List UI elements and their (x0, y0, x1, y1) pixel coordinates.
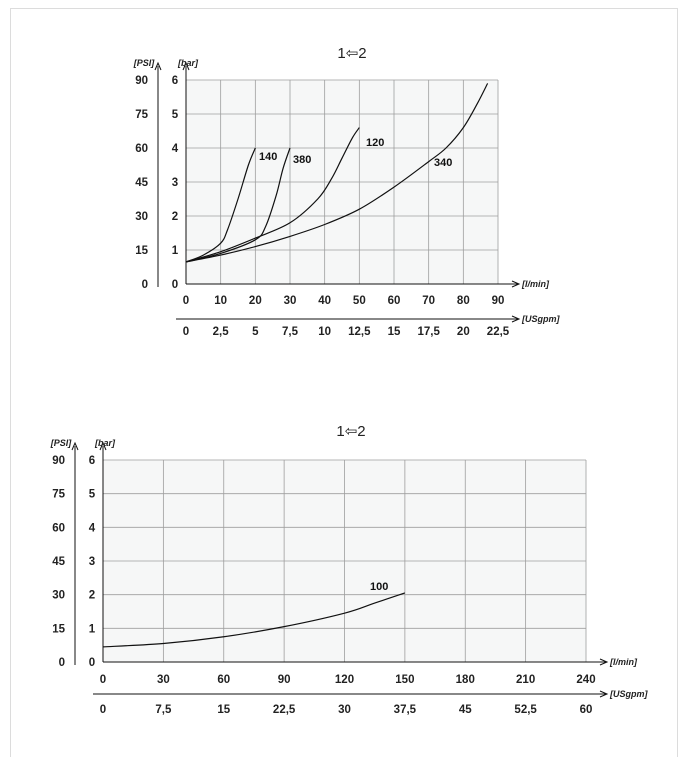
y-tick-bar: 5 (172, 109, 179, 121)
bar-axis-arrow (182, 61, 190, 71)
x-tick-usgpm: 22,5 (487, 326, 510, 338)
chart-1 (154, 61, 521, 323)
curve-label-380: 380 (293, 154, 311, 166)
y-tick-bar: 1 (172, 245, 179, 257)
y-tick-psi: 30 (135, 211, 148, 223)
y-tick-bar: 2 (172, 211, 178, 223)
x-tick-usgpm: 0 (100, 704, 106, 716)
x-tick-lmin: 150 (395, 674, 414, 686)
chart-2 (71, 441, 609, 698)
y-tick-bar: 4 (89, 522, 96, 534)
x-tick-lmin: 240 (576, 674, 595, 686)
y-tick-psi: 75 (135, 109, 148, 121)
y-tick-bar: 6 (89, 455, 95, 467)
x-tick-lmin: 30 (284, 295, 297, 307)
y-tick-psi: 15 (135, 245, 148, 257)
x-tick-lmin: 60 (388, 295, 401, 307)
x-tick-usgpm: 22,5 (273, 704, 296, 716)
y-tick-bar: 4 (172, 143, 179, 155)
y-tick-psi: 90 (135, 75, 148, 87)
x-tick-lmin: 20 (249, 295, 262, 307)
curve-100 (102, 592, 406, 648)
page-frame (10, 8, 678, 757)
y-tick-bar: 0 (89, 657, 95, 669)
x-tick-usgpm: 10 (318, 326, 331, 338)
curve-label-100: 100 (370, 581, 388, 593)
y-tick-bar: 1 (89, 623, 96, 635)
curve-120 (185, 127, 360, 263)
y-tick-psi: 0 (142, 279, 148, 291)
psi-unit-label: [PSI] (133, 58, 156, 68)
y-tick-psi: 0 (59, 657, 65, 669)
y-tick-psi: 60 (52, 522, 65, 534)
lmin-unit-label: [l/min] (521, 279, 550, 289)
curve-label-120: 120 (366, 137, 384, 149)
x-tick-lmin: 70 (422, 295, 435, 307)
bar-unit-label: [bar] (177, 58, 199, 68)
x-tick-lmin: 80 (457, 295, 470, 307)
usgpm-unit-label: [USgpm] (609, 689, 648, 699)
y-tick-bar: 5 (89, 489, 96, 501)
x-tick-lmin: 10 (214, 295, 227, 307)
chart-title: 1⇦2 (337, 45, 366, 62)
x-tick-usgpm: 7,5 (155, 704, 172, 716)
x-tick-usgpm: 5 (252, 326, 259, 338)
x-tick-usgpm: 15 (388, 326, 401, 338)
x-tick-lmin: 210 (516, 674, 535, 686)
x-tick-usgpm: 7,5 (282, 326, 299, 338)
psi-unit-label: [PSI] (50, 438, 73, 448)
x-tick-lmin: 0 (100, 674, 106, 686)
x-tick-lmin: 60 (217, 674, 230, 686)
usgpm-axis-arrow (599, 690, 609, 698)
curve-label-140: 140 (259, 151, 277, 163)
x-tick-lmin: 120 (335, 674, 354, 686)
x-tick-usgpm: 15 (217, 704, 230, 716)
x-tick-usgpm: 12,5 (348, 326, 371, 338)
y-tick-psi: 30 (52, 590, 65, 602)
bar-axis-arrow (99, 441, 107, 451)
x-tick-lmin: 180 (456, 674, 475, 686)
usgpm-unit-label: [USgpm] (521, 314, 560, 324)
x-tick-usgpm: 17,5 (417, 326, 440, 338)
x-tick-usgpm: 52,5 (514, 704, 537, 716)
x-tick-usgpm: 0 (183, 326, 189, 338)
y-tick-bar: 2 (89, 590, 95, 602)
y-tick-bar: 3 (89, 556, 95, 568)
y-tick-psi: 75 (52, 489, 65, 501)
lmin-unit-label: [l/min] (609, 657, 638, 667)
y-tick-psi: 45 (135, 177, 148, 189)
x-tick-lmin: 90 (492, 295, 505, 307)
x-tick-lmin: 40 (318, 295, 331, 307)
x-tick-usgpm: 2,5 (213, 326, 230, 338)
lmin-axis-arrow (599, 658, 609, 666)
y-tick-psi: 15 (52, 623, 65, 635)
lmin-axis-arrow (511, 280, 521, 288)
y-tick-bar: 3 (172, 177, 178, 189)
chart-title: 1⇦2 (336, 423, 365, 440)
y-tick-bar: 0 (172, 279, 178, 291)
x-tick-lmin: 0 (183, 295, 189, 307)
curve-340 (185, 83, 489, 263)
curve-label-340: 340 (434, 157, 452, 169)
psi-axis-arrow (154, 61, 162, 71)
x-tick-lmin: 50 (353, 295, 366, 307)
x-tick-lmin: 30 (157, 674, 170, 686)
curve-380 (185, 147, 291, 263)
bar-unit-label: [bar] (94, 438, 116, 448)
psi-axis-arrow (71, 441, 79, 451)
usgpm-axis-arrow (511, 315, 521, 323)
y-tick-psi: 60 (135, 143, 148, 155)
y-tick-psi: 90 (52, 455, 65, 467)
x-tick-lmin: 90 (278, 674, 291, 686)
y-tick-psi: 45 (52, 556, 65, 568)
x-tick-usgpm: 60 (580, 704, 593, 716)
x-tick-usgpm: 30 (338, 704, 351, 716)
y-tick-bar: 6 (172, 75, 178, 87)
x-tick-usgpm: 37,5 (394, 704, 417, 716)
x-tick-usgpm: 45 (459, 704, 472, 716)
x-tick-usgpm: 20 (457, 326, 470, 338)
curve-140 (185, 147, 256, 263)
